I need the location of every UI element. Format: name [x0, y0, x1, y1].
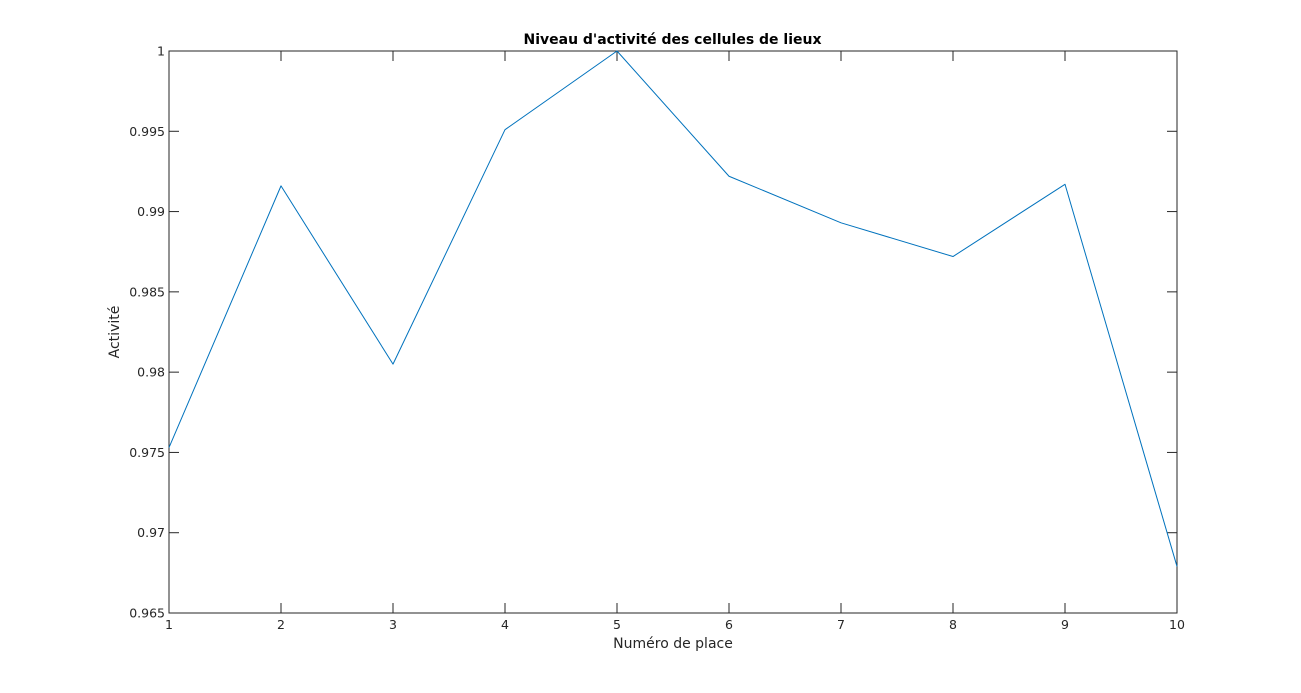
y-tick-label: 0.975	[129, 445, 165, 460]
x-tick-label: 9	[1061, 617, 1069, 632]
plot-area	[168, 50, 1178, 614]
chart-title: Niveau d'activité des cellules de lieux	[523, 32, 821, 48]
x-tick-label: 1	[165, 617, 173, 632]
y-tick-label: 0.98	[137, 365, 165, 380]
y-tick-label: 0.995	[129, 124, 165, 139]
x-tick-label: 5	[613, 617, 621, 632]
y-axis-label: Activité	[107, 306, 123, 359]
x-tick-label: 8	[949, 617, 957, 632]
series-layer	[168, 50, 1178, 567]
x-tick-label: 3	[389, 617, 397, 632]
x-axis-label: Numéro de place	[613, 636, 733, 652]
x-tick-label: 4	[501, 617, 509, 632]
x-tick-label: 2	[277, 617, 285, 632]
y-tick-label: 0.99	[137, 204, 165, 219]
y-tick-label: 0.965	[129, 606, 165, 621]
x-tick-label: 6	[725, 617, 733, 632]
x-tick-label: 7	[837, 617, 845, 632]
y-tick-label: 1	[157, 44, 165, 59]
x-axis: 1 2 3 4 5 6 7 8 9 10	[165, 51, 1185, 632]
y-tick-label: 0.985	[129, 284, 165, 299]
y-tick-label: 0.97	[137, 525, 165, 540]
x-tick-label: 10	[1169, 617, 1185, 632]
y-axis: 0.965 0.97 0.975 0.98 0.985 0.99 0.995 1	[129, 44, 1177, 621]
series-line	[168, 50, 1178, 567]
